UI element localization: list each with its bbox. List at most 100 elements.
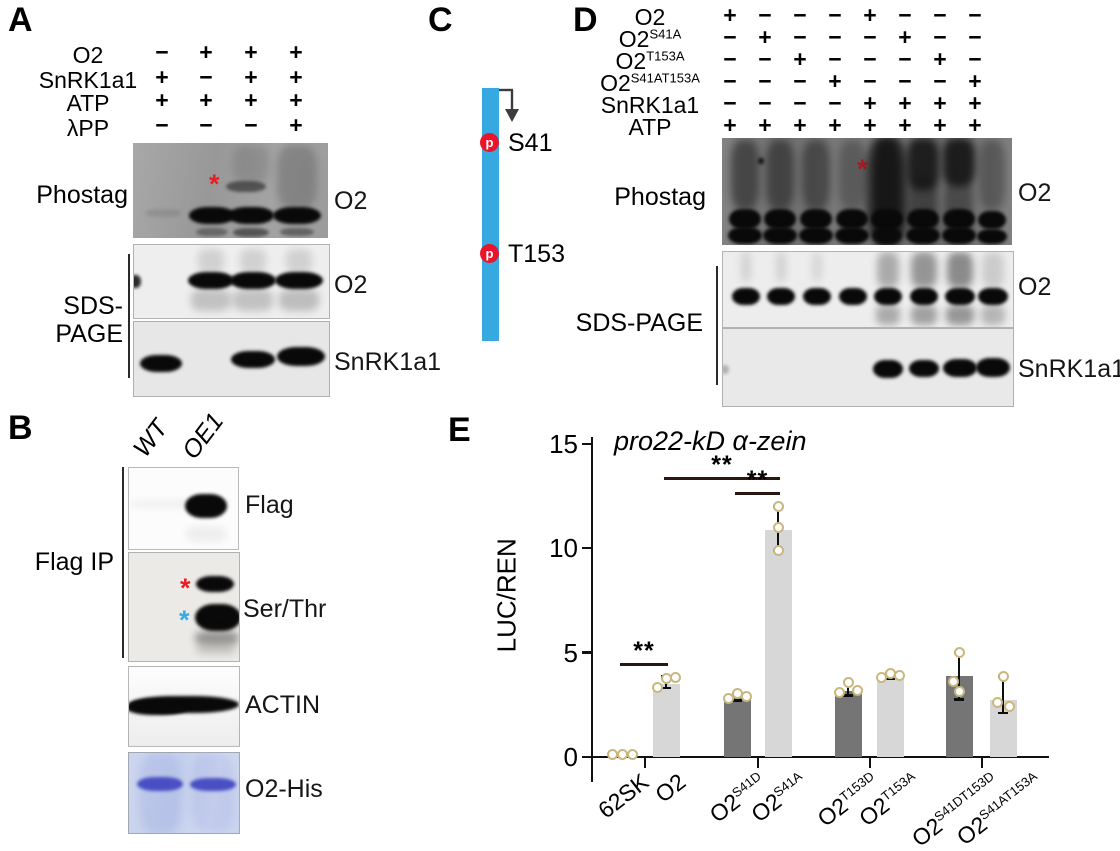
phospho-icon-s41: p [480, 133, 499, 152]
sign-cell: + [289, 64, 303, 90]
significance-bracket [620, 663, 668, 666]
blot-band [192, 753, 234, 833]
data-point [626, 749, 638, 761]
phostag-blot-a: * [133, 143, 328, 238]
blot-band [275, 272, 323, 289]
blot-band [196, 228, 228, 236]
data-point [953, 647, 965, 659]
blot-band [145, 209, 181, 217]
blot-band [800, 209, 832, 229]
blot-band [911, 305, 937, 325]
blot-d1-right-label: O2 [1018, 179, 1052, 207]
blot-band [776, 252, 786, 282]
reagent-label: λPP [66, 115, 110, 141]
blot-band [189, 207, 235, 224]
chart-bar [652, 683, 680, 757]
sign-cell: − [968, 46, 982, 72]
blot-band [186, 526, 226, 542]
phostag-blot-d: * [722, 138, 1012, 245]
blot-band [731, 140, 759, 210]
x-axis [591, 755, 1049, 759]
blot-band [876, 305, 900, 325]
blot-band [729, 209, 761, 229]
blot-band [226, 181, 266, 192]
sign-cell: − [723, 68, 737, 94]
blot-band [195, 604, 239, 631]
sign-cell: + [933, 90, 947, 116]
data-point [772, 544, 784, 556]
blot-band [732, 288, 760, 305]
blot-band [802, 140, 830, 210]
blot-band [803, 288, 831, 305]
blot-band [982, 252, 1004, 288]
blot-band [877, 252, 899, 288]
sign-cell: − [898, 46, 912, 72]
actin-blot [128, 666, 240, 747]
sign-cell: + [155, 87, 169, 113]
blot-band [233, 228, 269, 237]
blot-band [978, 288, 1008, 305]
reagent-label: SnRK1a1 [38, 67, 138, 93]
data-point [606, 749, 618, 761]
chart-bar [876, 676, 904, 757]
error-bar-cap [661, 686, 671, 690]
o2-his-blot-label: O2-His [245, 775, 323, 803]
y-axis [591, 437, 594, 782]
sign-cell: + [793, 46, 807, 72]
significance-bracket [735, 491, 780, 495]
blot-band [723, 365, 729, 374]
blot-band [981, 305, 1005, 325]
reagent-label: O2 [634, 4, 666, 30]
actin-blot-label: ACTIN [245, 691, 320, 719]
blot-band [134, 275, 141, 288]
reagent-label: O2S41A [618, 26, 682, 52]
chart-bar [723, 697, 751, 757]
flag-blot [128, 467, 239, 550]
sign-cell: + [898, 112, 912, 138]
blot-band [240, 249, 266, 273]
sign-cell: + [758, 112, 772, 138]
snrk1a1-blot-d [722, 328, 1014, 407]
blot-band [812, 252, 822, 282]
y-tick [582, 547, 592, 550]
blot-band [198, 249, 224, 273]
reagent-label: ATP [66, 90, 110, 116]
significance-label: ** [746, 465, 769, 494]
phospho-band-asterisk-d: * [857, 154, 868, 184]
ser-thr-blot: * * [128, 552, 240, 662]
sign-cell: − [758, 2, 772, 28]
blot-band [758, 158, 764, 164]
blot-band [871, 209, 903, 229]
sign-cell: − [244, 112, 258, 138]
y-axis-label: LUC/REN [491, 538, 522, 653]
y-tick-label: 0 [563, 742, 578, 772]
phospho-symbol: p [485, 246, 494, 261]
blot-band [767, 288, 795, 305]
blot-band [273, 207, 321, 224]
reagent-label: O2 [72, 42, 104, 68]
chart-bar [764, 529, 792, 757]
blot-band [978, 211, 1006, 229]
blot-band [946, 305, 974, 325]
sign-cell: − [933, 24, 947, 50]
sign-cell: + [898, 24, 912, 50]
data-point [772, 501, 784, 513]
blot-a2-right-label: O2 [334, 271, 368, 299]
blot-band [196, 645, 236, 654]
blot-band [129, 500, 229, 508]
data-point [842, 677, 854, 689]
sign-cell: + [863, 2, 877, 28]
data-point [833, 686, 845, 698]
flag-ip-bracket [122, 467, 124, 658]
sign-cell: − [723, 90, 737, 116]
data-point [991, 697, 1003, 709]
data-point [893, 670, 905, 682]
blot-band [907, 209, 939, 229]
reagent-label: ATP [628, 114, 672, 140]
reagent-label: SnRK1a1 [600, 92, 700, 118]
blot-band [943, 209, 975, 229]
panel-e-label: E [448, 411, 471, 449]
blot-band [741, 252, 751, 282]
blot-band [190, 778, 236, 791]
blot-a3-right-label: SnRK1a1 [334, 348, 442, 376]
